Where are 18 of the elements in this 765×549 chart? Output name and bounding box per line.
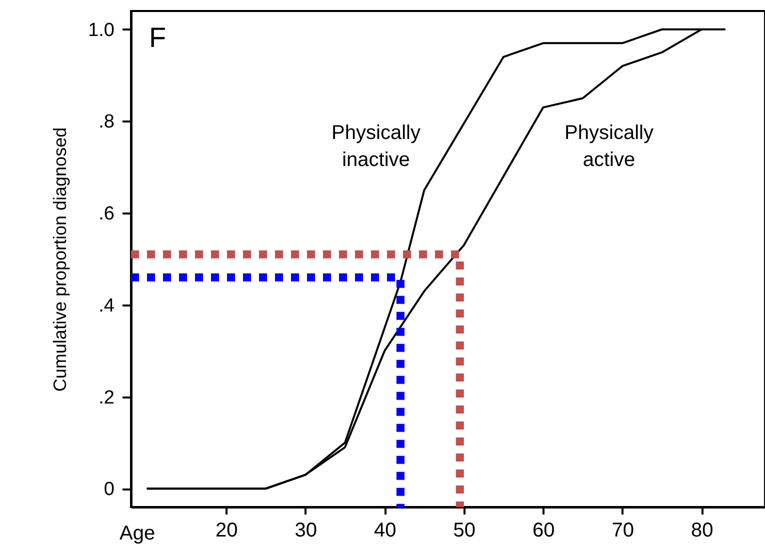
x-tick-label: 20 [215,520,238,542]
y-tick-label: 1.0 [88,20,114,41]
y-tick-label: .4 [98,295,115,316]
y-tick-label: .2 [98,387,114,408]
x-tick-label: 80 [690,520,714,542]
y-tick-label: .6 [98,204,114,225]
y-tick-label: 0 [104,479,114,500]
x-tick-label: 50 [453,520,476,542]
y-tick-label: .8 [98,112,114,133]
series-label: Physically active [564,122,654,171]
x-tick-label: 40 [374,520,396,542]
x-axis-title: Age [120,522,156,544]
annotation: F [149,22,166,53]
series-label: Physically inactive [332,122,420,171]
x-tick-label: 30 [294,520,317,542]
x-tick-label: 70 [612,520,634,542]
x-tick-label: 60 [532,520,555,542]
y-axis-title: Cumulative proportion diagnosed [50,127,70,392]
